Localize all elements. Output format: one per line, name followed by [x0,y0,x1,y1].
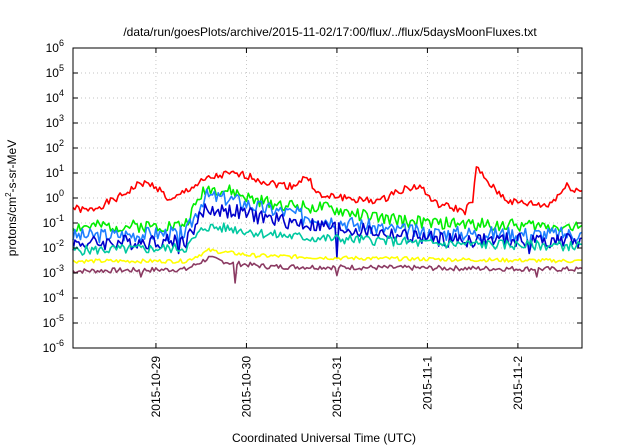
series-line-2 [72,184,583,233]
y-tick-label: 10-2 [43,238,64,255]
y-tick-label: 101 [46,163,64,180]
y-tick-label: 106 [46,38,64,55]
x-axis: 2015-10-29 2015-10-30 2015-10-31 2015-11-1 2… [149,48,525,417]
x-tick-label: 2015-10-30 [239,356,253,418]
grid [73,48,582,348]
series-group [72,166,583,284]
y-tick-label: 10-1 [43,213,64,230]
y-tick-label: 100 [46,188,64,205]
x-tick-label: 2015-10-29 [149,356,163,418]
x-tick-label: 2015-10-31 [330,356,344,418]
series-line-4 [72,203,583,259]
series-line-1 [72,166,583,216]
x-axis-label: Coordinated Universal Time (UTC) [232,431,416,445]
y-tick-label: 10-6 [43,338,64,355]
x-tick-label: 2015-11-1 [420,356,434,410]
y-axis-label-part-1: protons/cm [5,197,19,256]
y-tick-label: 104 [46,88,64,105]
series-line-7 [72,255,583,284]
y-axis-label-part-2: -s-sr-MeV [5,140,19,193]
y-tick-label: 10-3 [43,263,64,280]
y-tick-label: 102 [46,138,64,155]
y-tick-label: 10-5 [43,313,64,330]
chart-title: /data/run/goesPlots/archive/2015-11-02/1… [123,25,537,39]
x-tick-label: 2015-11-2 [511,356,525,410]
series-line-5 [72,222,583,256]
y-axis-label-superscript: 2 [4,192,13,197]
series-line-6 [72,247,583,264]
y-tick-label: 103 [46,113,64,130]
y-axis: 10-6 10-5 10-4 10-3 10-2 10-1 100 101 102 103 104 1… [43,38,582,355]
y-tick-label: 10-4 [43,288,64,305]
y-tick-label: 105 [46,63,64,80]
y-axis-label: protons/cm2-s-sr-MeV [4,140,19,256]
